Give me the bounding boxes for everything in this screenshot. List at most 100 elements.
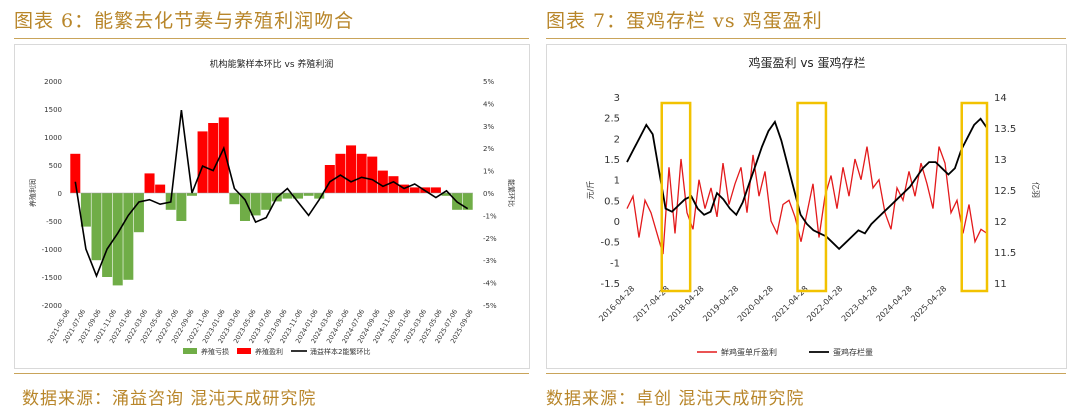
x-tick-label: 2020-04-28 <box>736 284 775 323</box>
y-tick-label: -1500 <box>42 274 62 282</box>
loss-bar <box>176 193 187 221</box>
y2-tick-label: -1% <box>483 212 497 220</box>
y-tick-label: 2000 <box>44 78 62 86</box>
profit-bar <box>367 156 378 193</box>
profit-bar <box>335 153 346 193</box>
right-chart-panel: 鸡蛋盈利 vs 蛋鸡存栏 3 2.5 2 1.5 1 0.5 0 -0.5 -1 -1.5 14 13.… <box>546 44 1067 369</box>
y-tick-label: 3 <box>614 93 620 104</box>
profit-line <box>626 146 988 255</box>
loss-bar <box>293 193 304 199</box>
profit-bar <box>155 184 166 193</box>
y-tick-label: -1.5 <box>600 279 620 290</box>
y-tick-label: 0 <box>58 190 62 198</box>
left-figure-title: 图表 6：能繁去化节奏与养殖利润吻合 <box>14 10 355 32</box>
loss-bar <box>229 193 240 205</box>
legend-label-line: 涌益样本2能繁环比 <box>310 347 370 356</box>
y-tick-label: 500 <box>49 162 62 170</box>
y-tick-label: -0.5 <box>600 238 620 249</box>
x-tick-label: 2024-04-28 <box>875 284 914 323</box>
y-tick-label: 1.5 <box>604 155 620 166</box>
profit-bar <box>430 187 441 193</box>
y2-tick-label: -3% <box>483 257 497 265</box>
profit-bar <box>377 170 388 193</box>
profit-bar <box>356 153 367 193</box>
legend-label-inventory: 蛋鸡存栏量 <box>833 347 873 357</box>
profit-bar <box>70 153 81 193</box>
inventory-line <box>626 117 988 251</box>
left-source: 数据来源：涌益咨询 混沌天成研究院 <box>22 389 317 409</box>
y2-tick-label: 4% <box>483 100 494 108</box>
loss-bar <box>80 193 91 227</box>
loss-bar <box>112 193 123 286</box>
chart-title: 机构能繁样本环比 vs 养殖利润 <box>210 58 334 70</box>
profit-bar <box>218 117 229 193</box>
chart-title: 鸡蛋盈利 vs 蛋鸡存栏 <box>749 55 866 70</box>
loss-bar <box>133 193 144 233</box>
highlight-box <box>660 101 692 293</box>
loss-bar <box>91 193 102 261</box>
profit-bar <box>346 145 357 193</box>
y2-tick-label: 13.5 <box>994 124 1016 135</box>
legend-label-profit: 养殖盈利 <box>255 347 283 356</box>
legend-swatch-loss <box>183 348 197 354</box>
loss-bar <box>250 193 261 216</box>
y2-tick-label: 12.5 <box>994 186 1016 197</box>
y2-tick-label: -5% <box>483 302 497 310</box>
y-tick-label: -2000 <box>42 302 62 310</box>
y2-tick-label: 3% <box>483 123 494 131</box>
y-tick-label: -1 <box>610 258 620 269</box>
x-tick-label: 2025-04-28 <box>909 284 948 323</box>
y2-tick-label: 12 <box>994 217 1007 228</box>
x-tick-label: 2023-04-28 <box>840 284 879 323</box>
profit-bar <box>409 187 420 193</box>
loss-bar <box>303 193 314 196</box>
y2-tick-label: 14 <box>994 93 1007 104</box>
profit-bar <box>197 131 208 193</box>
y-tick-label: 0.5 <box>604 196 620 207</box>
profit-bar <box>144 173 155 193</box>
left-bottom-rule <box>14 373 529 374</box>
y-tick-label: 0 <box>614 217 620 228</box>
x-tick-label: 2019-04-28 <box>701 284 740 323</box>
right-bottom-rule <box>546 373 1066 374</box>
loss-bar <box>282 193 293 199</box>
y2-tick-label: -2% <box>483 235 497 243</box>
highlight-box <box>960 101 989 293</box>
right-source: 数据来源：卓创 混沌天成研究院 <box>546 389 805 409</box>
highlight-box <box>796 101 828 293</box>
y2-tick-label: 5% <box>483 78 494 86</box>
loss-bar <box>314 193 325 199</box>
right-figure-title: 图表 7：蛋鸡存栏 vs 鸡蛋盈利 <box>546 10 823 32</box>
loss-bar <box>102 193 113 277</box>
y-tick-label: 2 <box>614 134 620 145</box>
y-tick-label: 2.5 <box>604 114 620 125</box>
loss-bar <box>462 193 473 210</box>
legend-swatch-profit <box>237 348 251 354</box>
profit-bar <box>324 165 335 193</box>
legend-label-loss: 养殖亏损 <box>201 347 229 356</box>
loss-bar <box>123 193 134 280</box>
loss-bar <box>239 193 250 221</box>
left-chart-panel: 机构能繁样本环比 vs 养殖利润 2000 1500 1000 500 0 -500 -100… <box>14 44 530 369</box>
left-title-rule <box>14 38 529 39</box>
profit-bar <box>388 176 399 193</box>
y2-tick-label: 13 <box>994 155 1007 166</box>
y-tick-label: 1000 <box>44 134 62 142</box>
left-chart: 机构能繁样本环比 vs 养殖利润 2000 1500 1000 500 0 -500 -100… <box>28 58 516 356</box>
profit-bar <box>208 123 219 193</box>
y2-axis-label: 能繁环比 <box>507 179 516 207</box>
y2-tick-label: 11 <box>994 279 1007 290</box>
y-tick-label: -1000 <box>42 246 62 254</box>
y-axis-label: 元/斤 <box>585 181 595 200</box>
loss-bar <box>186 193 197 196</box>
sow-mom-line <box>74 109 469 279</box>
y-tick-label: 1500 <box>44 106 62 114</box>
y-tick-label: -500 <box>46 218 62 226</box>
y2-axis-label: 亿羽 <box>1031 182 1041 198</box>
legend-label-profit: 鲜鸡蛋单斤盈利 <box>721 347 777 357</box>
loss-bar <box>261 193 272 210</box>
y2-tick-label: -4% <box>483 280 497 288</box>
y2-tick-label: 11.5 <box>994 248 1016 259</box>
right-chart: 鸡蛋盈利 vs 蛋鸡存栏 3 2.5 2 1.5 1 0.5 0 -0.5 -1 -1.5 14 13.… <box>585 55 1041 357</box>
y2-tick-label: 0% <box>483 190 494 198</box>
